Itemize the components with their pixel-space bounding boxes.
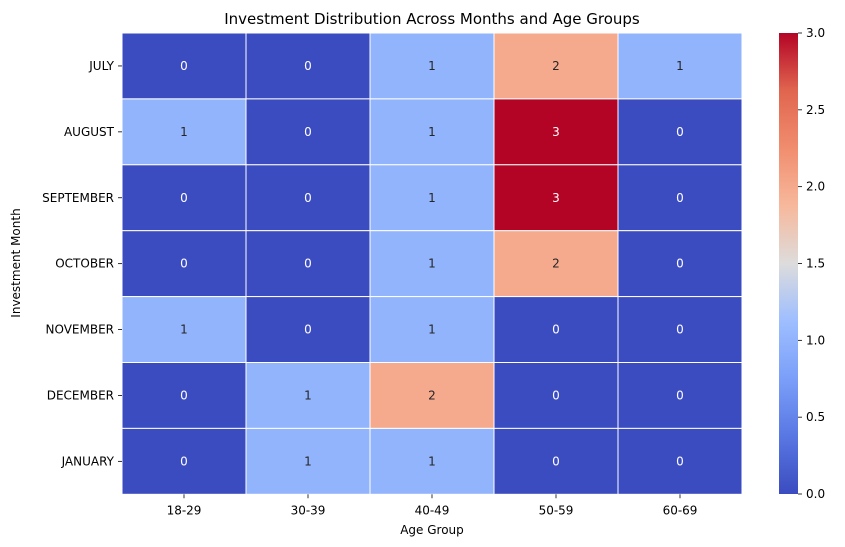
heatmap-cell xyxy=(121,98,247,166)
heatmap-cell xyxy=(245,164,371,232)
cell-value-label: 1 xyxy=(428,191,436,205)
y-tick-label: JULY xyxy=(88,59,114,73)
x-axis-label: Age Group xyxy=(400,523,464,537)
cell-value-label: 2 xyxy=(428,388,436,402)
y-tick-label: DECEMBER xyxy=(47,388,114,402)
cell-value-label: 0 xyxy=(180,257,188,271)
cell-value-label: 0 xyxy=(304,257,312,271)
heatmap-cell xyxy=(245,362,371,429)
heatmap-cell xyxy=(369,32,495,100)
heatmap-cell xyxy=(369,98,495,166)
x-tick-label: 50-59 xyxy=(539,503,574,517)
y-tick-label: SEPTEMBER xyxy=(42,191,114,205)
cell-value-label: 1 xyxy=(428,125,436,139)
cell-value-label: 2 xyxy=(552,59,560,73)
heatmap-cell xyxy=(369,362,495,429)
heatmap-cell xyxy=(369,164,495,232)
colorbar-tick-label: 3.0 xyxy=(806,26,825,40)
y-axis-ticks: JULY AUGUST SEPTEMBER OCTOBER NOVEMBER DECEMB… xyxy=(42,59,122,468)
heatmap-cell xyxy=(617,296,743,364)
cell-value-label: 3 xyxy=(552,191,560,205)
cell-value-label: 1 xyxy=(428,454,436,468)
cell-value-label: 0 xyxy=(180,191,188,205)
cell-value-label: 0 xyxy=(676,388,684,402)
x-tick-label: 30-39 xyxy=(291,503,326,517)
cell-value-label: 0 xyxy=(304,59,312,73)
cell-value-label: 1 xyxy=(180,323,188,337)
cell-value-label: 1 xyxy=(304,454,312,468)
cell-value-label: 1 xyxy=(428,59,436,73)
x-tick-label: 40-49 xyxy=(415,503,450,517)
cell-value-label: 0 xyxy=(552,323,560,337)
colorbar-tick-label: 2.0 xyxy=(806,180,825,194)
y-axis-label: Investment Month xyxy=(9,208,23,317)
cell-value-label: 3 xyxy=(552,125,560,139)
cell-value-label: 0 xyxy=(676,454,684,468)
cell-value-label: 0 xyxy=(676,257,684,271)
y-tick-label: OCTOBER xyxy=(55,257,114,271)
colorbar-tick-label: 1.0 xyxy=(806,333,825,347)
cell-value-label: 1 xyxy=(428,323,436,337)
colorbar-tick-label: 2.5 xyxy=(806,103,825,117)
colorbar-ticks: 0.0 0.5 1.0 1.5 2.0 2.5 3.0 xyxy=(798,26,825,501)
heatmap-cell xyxy=(493,362,619,429)
heatmap-cell xyxy=(245,32,371,100)
x-tick-label: 18-29 xyxy=(167,503,202,517)
cell-value-label: 0 xyxy=(180,454,188,468)
heatmap-cell xyxy=(617,98,743,166)
colorbar-tick-label: 0.5 xyxy=(806,410,825,424)
cell-value-label: 0 xyxy=(180,59,188,73)
cell-value-label: 0 xyxy=(552,388,560,402)
heatmap-cell xyxy=(617,427,743,495)
cell-value-label: 0 xyxy=(676,323,684,337)
heatmap-cell xyxy=(617,164,743,232)
cell-value-label: 2 xyxy=(552,257,560,271)
heatmap-cell xyxy=(617,32,743,100)
heatmap-cell xyxy=(245,296,371,364)
colorbar xyxy=(779,33,798,494)
cell-value-label: 1 xyxy=(676,59,684,73)
x-tick-label: 60-69 xyxy=(663,503,698,517)
heatmap-cell xyxy=(617,362,743,429)
heatmap-cell xyxy=(121,296,247,364)
heatmap-cell xyxy=(369,230,495,298)
chart-title: Investment Distribution Across Months an… xyxy=(224,10,640,28)
cell-value-label: 0 xyxy=(552,454,560,468)
colorbar-tick-label: 1.5 xyxy=(806,257,825,271)
heatmap-cells xyxy=(121,32,743,495)
cell-value-label: 1 xyxy=(180,125,188,139)
cell-value-label: 0 xyxy=(676,191,684,205)
y-tick-label: JANUARY xyxy=(61,454,115,468)
heatmap-cell xyxy=(493,230,619,298)
y-tick-label: NOVEMBER xyxy=(45,323,114,337)
heatmap-cell xyxy=(369,296,495,364)
cell-value-label: 0 xyxy=(304,191,312,205)
cell-value-labels: 0 0 1 2 1 1 0 1 3 0 0 0 1 3 0 0 0 1 2 0 1 0 1 0 0 0 1 2 0 0 0 1 1 0 0 xyxy=(180,59,684,468)
heatmap-cell xyxy=(121,32,247,100)
cell-value-label: 0 xyxy=(180,388,188,402)
heatmap-cell xyxy=(245,230,371,298)
cell-value-label: 1 xyxy=(304,388,312,402)
cell-value-label: 0 xyxy=(676,125,684,139)
cell-value-label: 0 xyxy=(304,125,312,139)
heatmap-cell xyxy=(493,164,619,232)
heatmap-cell xyxy=(121,427,247,495)
heatmap-cell xyxy=(617,230,743,298)
y-tick-label: AUGUST xyxy=(64,125,115,139)
cell-value-label: 1 xyxy=(428,257,436,271)
cell-value-label: 0 xyxy=(304,323,312,337)
x-axis-ticks: 18-29 30-39 40-49 50-59 60-69 xyxy=(167,494,698,517)
colorbar-tick-label: 0.0 xyxy=(806,487,825,501)
heatmap-cell xyxy=(493,32,619,100)
